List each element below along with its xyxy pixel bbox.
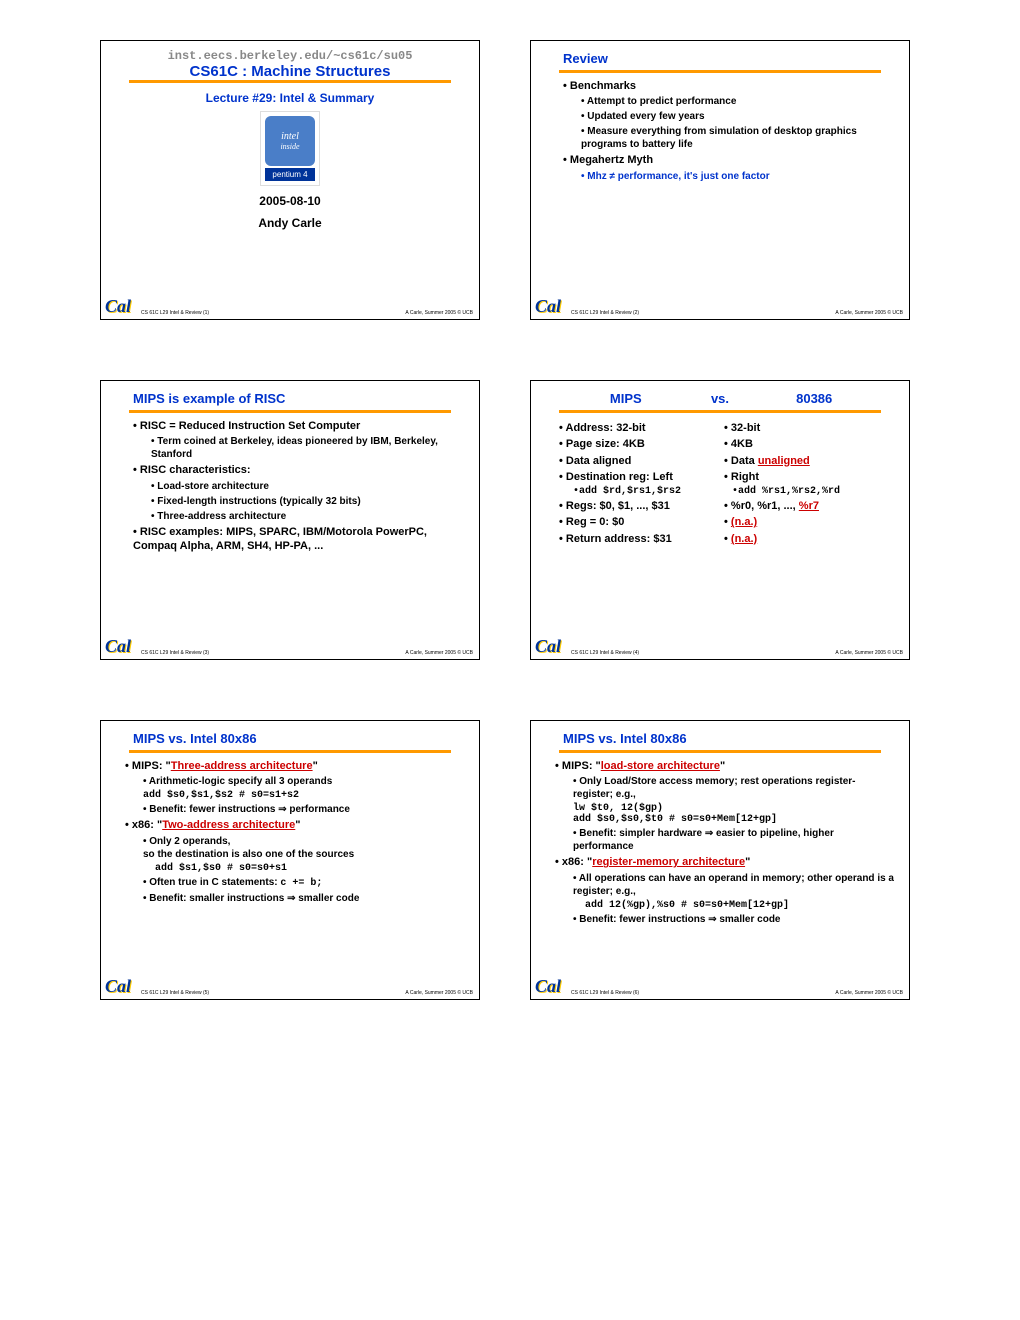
sub-bullet: Load-store architecture (151, 480, 465, 493)
col-header-80386: 80386 (751, 391, 877, 406)
footer-right: A Carle, Summer 2005 © UCB (405, 310, 473, 316)
footer-left: CS 61C L29 Intel & Review (2) (571, 310, 639, 316)
mips-item: Regs: $0, $1, ..., $31 (559, 499, 720, 513)
slide-4: MIPS vs. 80386 Address: 32-bit Page size… (530, 380, 910, 660)
sub-bullet: Arithmetic-logic specify all 3 operands (143, 775, 465, 788)
footer-left: CS 61C L29 Intel & Review (4) (571, 650, 639, 656)
sub-bullet: Updated every few years (581, 110, 895, 123)
slide-footer: CS 61C L29 Intel & Review (1) A Carle, S… (141, 310, 473, 316)
title-underline (129, 410, 451, 413)
cal-logo: Cal (535, 296, 561, 317)
code: add $s1,$s0 # s0=s0+s1 (155, 863, 465, 874)
course-title: CS61C : Machine Structures (115, 63, 465, 80)
sub-bullet: Benefit: fewer instructions ⇒ smaller co… (573, 913, 895, 926)
intel-text-inside: inside (280, 142, 299, 151)
bullet: x86: "Two-address architecture" (125, 818, 465, 832)
sub-bullet: All operations can have an operand in me… (573, 872, 895, 898)
footer-left: CS 61C L29 Intel & Review (3) (141, 650, 209, 656)
sub-bullet: Fixed-length instructions (typically 32 … (151, 495, 465, 508)
slide-footer: CS 61C L29 Intel & Review (4) A Carle, S… (571, 650, 903, 656)
mips-item: Return address: $31 (559, 532, 720, 546)
intel-text-top: intel (281, 131, 299, 142)
sub-bullet: Mhz ≠ performance, it's just one factor (581, 170, 895, 183)
slide-footer: CS 61C L29 Intel & Review (2) A Carle, S… (571, 310, 903, 316)
slide-6: MIPS vs. Intel 80x86 MIPS: "load-store a… (530, 720, 910, 1000)
cal-logo: Cal (105, 976, 131, 997)
title-underline (129, 750, 451, 753)
code: lw $t0, 12($gp) add $s0,$s0,$t0 # s0=s0+… (573, 803, 895, 825)
sub-bullet: Benefit: smaller instructions ⇒ smaller … (143, 892, 465, 905)
footer-right: A Carle, Summer 2005 © UCB (835, 650, 903, 656)
bullet: MIPS: "Three-address architecture" (125, 759, 465, 773)
x86-code: •add %rs1,%rs2,%rd (732, 486, 895, 497)
mips-item: Destination reg: Left (559, 470, 720, 484)
slide-1: inst.eecs.berkeley.edu/~cs61c/su05 CS61C… (100, 40, 480, 320)
mips-item: Data aligned (559, 454, 720, 468)
bullet: RISC examples: MIPS, SPARC, IBM/Motorola… (133, 525, 465, 554)
slide-grid: inst.eecs.berkeley.edu/~cs61c/su05 CS61C… (20, 20, 1000, 1020)
x86-item: (n.a.) (724, 532, 895, 546)
slide-title: Review (563, 51, 895, 66)
mips-code: •add $rd,$rs1,$rs2 (573, 486, 720, 497)
pentium-label: pentium 4 (265, 168, 315, 181)
bullet: Benchmarks (563, 79, 895, 93)
title-underline (559, 410, 881, 413)
cal-logo: Cal (105, 296, 131, 317)
x86-item: 32-bit (724, 421, 895, 435)
title-underline (129, 80, 451, 83)
footer-right: A Carle, Summer 2005 © UCB (405, 990, 473, 996)
footer-right: A Carle, Summer 2005 © UCB (835, 310, 903, 316)
slide-title: MIPS is example of RISC (133, 391, 465, 406)
sub-bullet: Benefit: simpler hardware ⇒ easier to pi… (573, 827, 895, 853)
slide-footer: CS 61C L29 Intel & Review (5) A Carle, S… (141, 990, 473, 996)
sub-bullet: Attempt to predict performance (581, 95, 895, 108)
slide-title: MIPS vs. Intel 80x86 (563, 731, 895, 746)
slide-5: MIPS vs. Intel 80x86 MIPS: "Three-addres… (100, 720, 480, 1000)
title-underline (559, 750, 881, 753)
footer-right: A Carle, Summer 2005 © UCB (405, 650, 473, 656)
lecture-title: Lecture #29: Intel & Summary (115, 91, 465, 105)
mips-item: Reg = 0: $0 (559, 515, 720, 529)
slide-title: MIPS vs. Intel 80x86 (133, 731, 465, 746)
x86-item: %r0, %r1, ..., %r7 (724, 499, 895, 513)
sub-bullet: Three-address architecture (151, 510, 465, 523)
col-header-mips: MIPS (563, 391, 689, 406)
cal-logo: Cal (105, 636, 131, 657)
x86-item: 4KB (724, 437, 895, 451)
bullet: MIPS: "load-store architecture" (555, 759, 895, 773)
cal-logo: Cal (535, 636, 561, 657)
bullet: Megahertz Myth (563, 153, 895, 167)
col-header-vs: vs. (689, 391, 752, 406)
code: add 12(%gp),%s0 # s0=s0+Mem[12+gp] (585, 900, 895, 911)
mips-item: Page size: 4KB (559, 437, 720, 451)
x86-item: (n.a.) (724, 515, 895, 529)
bullet: RISC = Reduced Instruction Set Computer (133, 419, 465, 433)
slide-3: MIPS is example of RISC RISC = Reduced I… (100, 380, 480, 660)
sub-bullet: Measure everything from simulation of de… (581, 125, 895, 151)
footer-left: CS 61C L29 Intel & Review (6) (571, 990, 639, 996)
footer-right: A Carle, Summer 2005 © UCB (835, 990, 903, 996)
mips-item: Address: 32-bit (559, 421, 720, 435)
bullet: RISC characteristics: (133, 463, 465, 477)
footer-left: CS 61C L29 Intel & Review (1) (141, 310, 209, 316)
sub-bullet: Benefit: fewer instructions ⇒ performanc… (143, 803, 465, 816)
code: add $s0,$s1,$s2 # s0=s1+s2 (143, 790, 465, 801)
lecture-author: Andy Carle (115, 216, 465, 230)
x86-item: Right (724, 470, 895, 484)
course-url: inst.eecs.berkeley.edu/~cs61c/su05 (115, 49, 465, 63)
bullet: x86: "register-memory architecture" (555, 855, 895, 869)
sub-bullet: Only 2 operands, so the destination is a… (143, 835, 465, 861)
sub-bullet: Term coined at Berkeley, ideas pioneered… (151, 435, 465, 461)
sub-bullet: Only Load/Store access memory; rest oper… (573, 775, 895, 801)
lecture-date: 2005-08-10 (115, 194, 465, 208)
cal-logo: Cal (535, 976, 561, 997)
slide-footer: CS 61C L29 Intel & Review (3) A Carle, S… (141, 650, 473, 656)
x86-item: Data unaligned (724, 454, 895, 468)
slide-footer: CS 61C L29 Intel & Review (6) A Carle, S… (571, 990, 903, 996)
footer-left: CS 61C L29 Intel & Review (5) (141, 990, 209, 996)
intel-logo: intel inside pentium 4 (260, 111, 320, 186)
slide-2: Review Benchmarks Attempt to predict per… (530, 40, 910, 320)
sub-bullet: Often true in C statements: c += b; (143, 876, 465, 890)
title-underline (559, 70, 881, 73)
